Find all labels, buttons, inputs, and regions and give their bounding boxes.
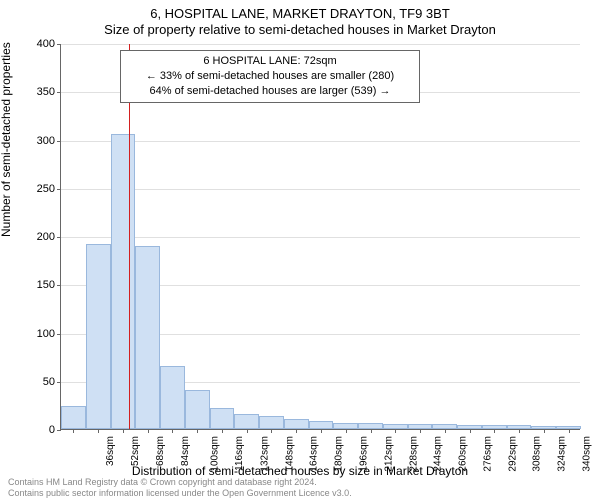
histogram-bar	[284, 419, 309, 429]
y-tick-mark	[57, 430, 61, 431]
histogram-bar	[86, 244, 111, 429]
gridline	[61, 189, 580, 190]
x-tick-label: 84sqm	[180, 436, 191, 466]
annotation-line1: 6 HOSPITAL LANE: 72sqm	[129, 54, 411, 69]
histogram-bar	[309, 421, 334, 429]
x-tick-mark	[371, 429, 372, 433]
histogram-bar	[160, 366, 185, 429]
y-tick-mark	[57, 92, 61, 93]
x-tick-mark	[494, 429, 495, 433]
y-tick-mark	[57, 141, 61, 142]
chart-title-line1: 6, HOSPITAL LANE, MARKET DRAYTON, TF9 3B…	[0, 6, 600, 21]
y-tick-label: 0	[15, 424, 55, 436]
histogram-bar	[135, 246, 160, 429]
x-tick-mark	[98, 429, 99, 433]
gridline	[61, 141, 580, 142]
x-tick-mark	[247, 429, 248, 433]
y-tick-label: 200	[15, 231, 55, 243]
histogram-bar	[259, 416, 284, 430]
y-tick-mark	[57, 334, 61, 335]
x-tick-mark	[73, 429, 74, 433]
x-tick-mark	[395, 429, 396, 433]
x-tick-mark	[123, 429, 124, 433]
x-tick-mark	[148, 429, 149, 433]
x-tick-mark	[470, 429, 471, 433]
histogram-bar	[234, 414, 259, 429]
histogram-bar	[210, 408, 235, 429]
y-tick-mark	[57, 237, 61, 238]
y-tick-label: 400	[15, 38, 55, 50]
y-tick-mark	[57, 382, 61, 383]
x-tick-mark	[271, 429, 272, 433]
footer-line2: Contains public sector information licen…	[8, 488, 352, 498]
y-tick-label: 350	[15, 86, 55, 98]
y-tick-label: 250	[15, 183, 55, 195]
y-tick-mark	[57, 44, 61, 45]
y-tick-label: 300	[15, 135, 55, 147]
x-tick-mark	[197, 429, 198, 433]
y-tick-mark	[57, 189, 61, 190]
y-tick-mark	[57, 285, 61, 286]
chart-container: 6, HOSPITAL LANE, MARKET DRAYTON, TF9 3B…	[0, 0, 600, 500]
x-tick-mark	[296, 429, 297, 433]
gridline	[61, 44, 580, 45]
y-tick-label: 150	[15, 279, 55, 291]
annotation-line3: 64% of semi-detached houses are larger (…	[129, 84, 411, 99]
x-axis-label: Distribution of semi-detached houses by …	[0, 464, 600, 478]
x-tick-mark	[172, 429, 173, 433]
footer-attribution: Contains HM Land Registry data © Crown c…	[8, 477, 352, 498]
x-tick-mark	[544, 429, 545, 433]
x-tick-mark	[569, 429, 570, 433]
x-tick-mark	[346, 429, 347, 433]
x-tick-mark	[321, 429, 322, 433]
x-tick-label: 36sqm	[105, 436, 116, 466]
histogram-bar	[111, 134, 136, 429]
gridline	[61, 237, 580, 238]
y-tick-label: 100	[15, 328, 55, 340]
y-tick-label: 50	[15, 376, 55, 388]
x-tick-label: 52sqm	[130, 436, 141, 466]
histogram-bar	[185, 390, 210, 429]
y-axis-label: Number of semi-detached properties	[0, 42, 13, 237]
annotation-box: 6 HOSPITAL LANE: 72sqm ← 33% of semi-det…	[120, 50, 420, 103]
x-tick-mark	[222, 429, 223, 433]
x-tick-mark	[420, 429, 421, 433]
x-tick-label: 68sqm	[155, 436, 166, 466]
histogram-bar	[61, 406, 86, 429]
annotation-line2: ← 33% of semi-detached houses are smalle…	[129, 69, 411, 84]
chart-title-line2: Size of property relative to semi-detach…	[0, 22, 600, 37]
x-tick-mark	[445, 429, 446, 433]
footer-line1: Contains HM Land Registry data © Crown c…	[8, 477, 352, 487]
x-tick-mark	[519, 429, 520, 433]
